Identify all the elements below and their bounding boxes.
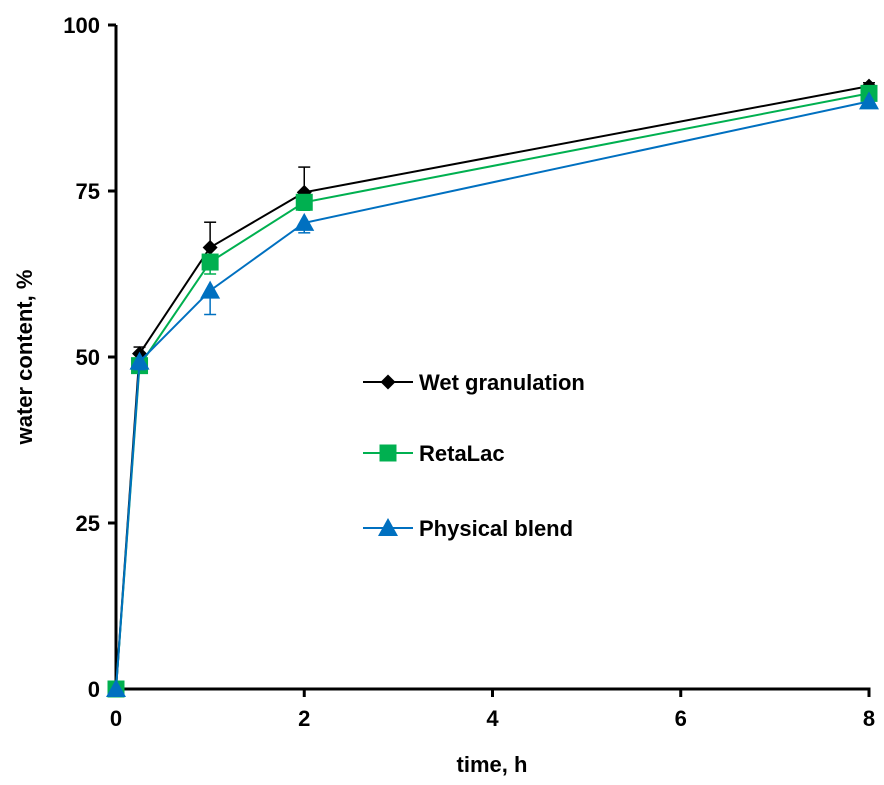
legend-marker <box>380 374 396 390</box>
x-tick-label: 6 <box>675 706 687 731</box>
y-tick-label: 50 <box>76 345 100 370</box>
legend-label: RetaLac <box>419 441 505 466</box>
legend: Wet granulation RetaLac Physical blend <box>363 370 585 541</box>
y-tick-label: 25 <box>76 511 100 536</box>
x-axis-title: time, h <box>457 752 528 777</box>
y-tick-label: 75 <box>76 179 100 204</box>
data-point <box>201 253 219 271</box>
x-tick-label: 0 <box>110 706 122 731</box>
series-line <box>115 100 870 690</box>
data-point <box>129 351 150 370</box>
data-point <box>202 239 218 255</box>
data-point <box>294 212 315 231</box>
data-point <box>200 280 221 299</box>
data-point <box>295 193 313 211</box>
y-tick-label: 0 <box>88 677 100 702</box>
series-triangle <box>106 91 879 697</box>
legend-item: RetaLac <box>363 441 505 466</box>
legend-marker <box>379 444 397 462</box>
x-tick-label: 8 <box>863 706 875 731</box>
x-tick-label: 2 <box>298 706 310 731</box>
x-tick-label: 4 <box>486 706 499 731</box>
y-axis-title: water content, % <box>12 270 37 446</box>
series-layer <box>106 78 879 698</box>
legend-label: Physical blend <box>419 516 573 541</box>
legend-label: Wet granulation <box>419 370 585 395</box>
legend-item: Physical blend <box>363 516 573 541</box>
legend-item: Wet granulation <box>363 370 585 395</box>
data-point <box>106 679 126 697</box>
ticks: 0 25 50 75 100 0 2 4 6 8 <box>63 13 875 731</box>
legend-marker <box>378 518 398 536</box>
y-tick-label: 100 <box>63 13 100 38</box>
data-point <box>859 91 879 110</box>
